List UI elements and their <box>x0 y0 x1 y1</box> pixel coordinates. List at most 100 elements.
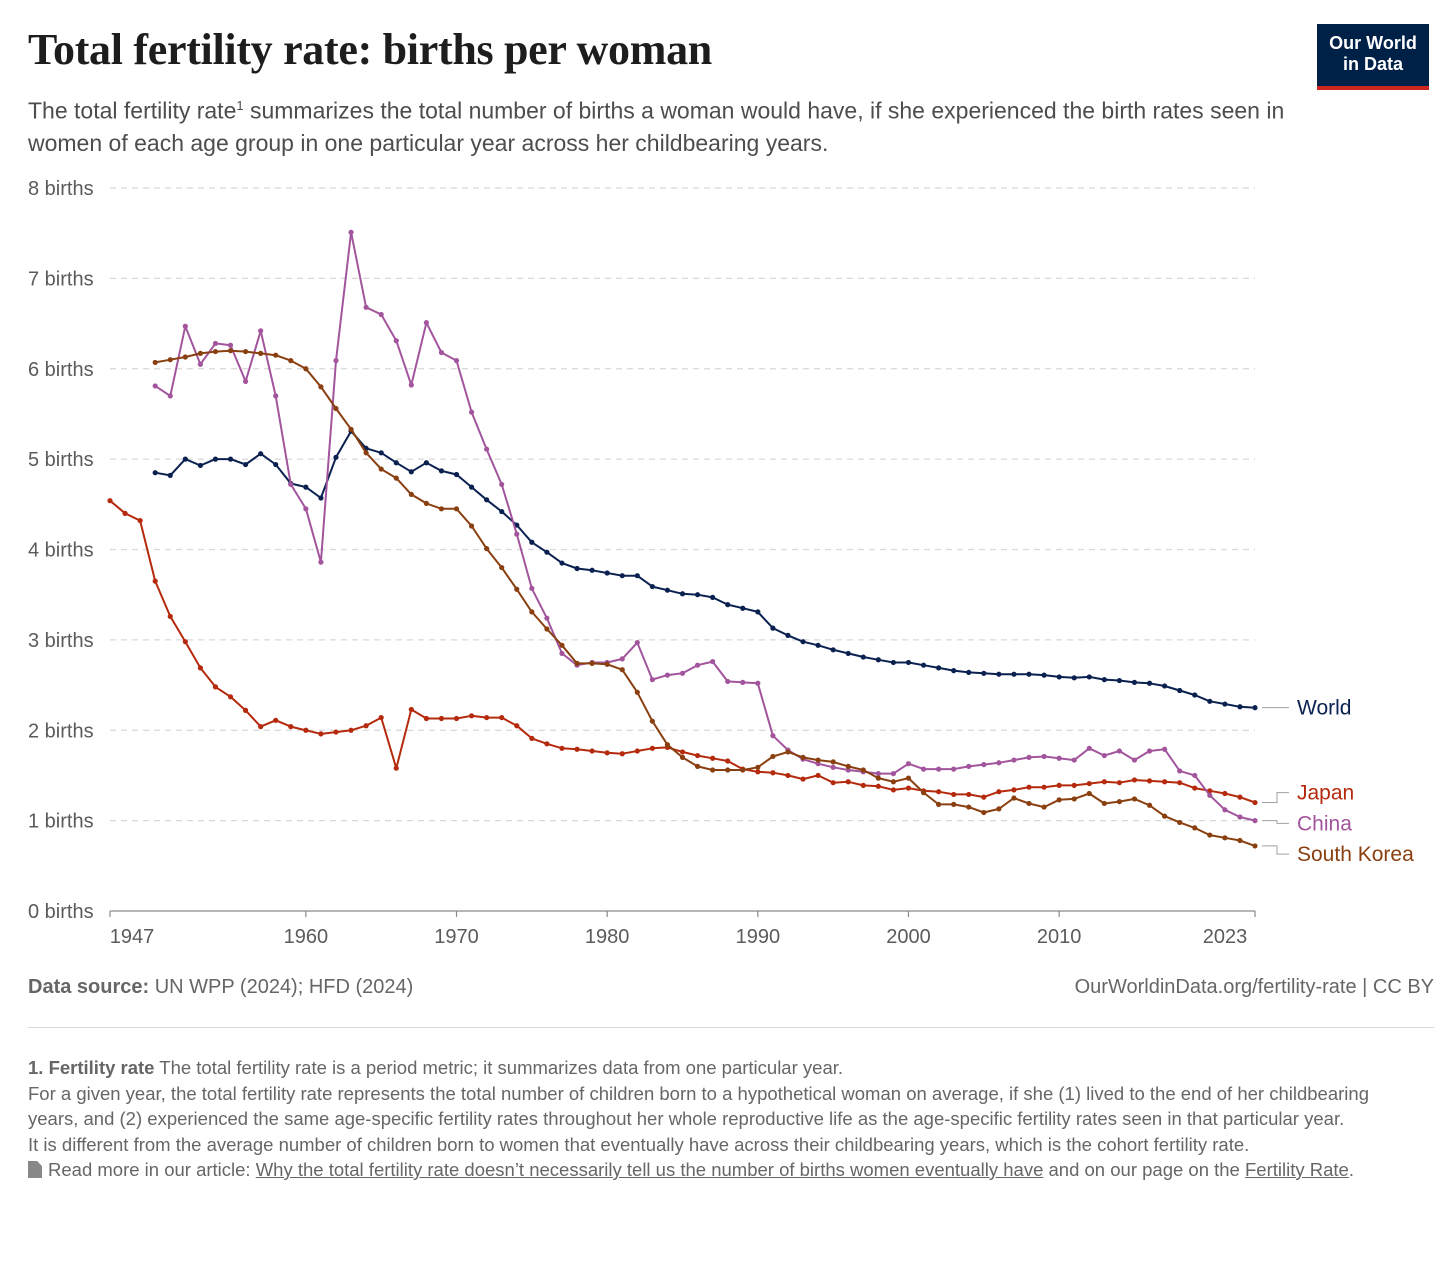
south-korea-point[interactable] <box>679 754 686 760</box>
line-chart[interactable]: 0 births 1 births 2 births 3 births 4 births… <box>0 168 1456 958</box>
japan-point[interactable] <box>1177 780 1183 786</box>
world-point[interactable] <box>981 670 987 676</box>
world-point[interactable] <box>423 460 429 466</box>
south-korea-point[interactable] <box>725 767 731 773</box>
japan-point[interactable] <box>363 723 369 729</box>
china-point[interactable] <box>875 771 881 777</box>
japan-point[interactable] <box>1041 784 1047 790</box>
china-point[interactable] <box>1041 753 1047 760</box>
china-point[interactable] <box>1131 757 1138 763</box>
world-point[interactable] <box>649 583 655 590</box>
south-korea-point[interactable] <box>152 359 158 366</box>
china-label[interactable]: China <box>1297 812 1352 835</box>
japan-point[interactable] <box>438 715 445 722</box>
china-point[interactable] <box>770 733 776 739</box>
world-point[interactable] <box>604 570 610 576</box>
japan-point[interactable] <box>634 748 640 754</box>
china-point[interactable] <box>303 506 309 512</box>
japan-point[interactable] <box>333 729 339 735</box>
south-korea-point[interactable] <box>1041 804 1047 810</box>
china-point[interactable] <box>333 358 339 364</box>
world-point[interactable] <box>242 461 249 468</box>
world-point[interactable] <box>770 625 776 631</box>
south-korea-point[interactable] <box>905 775 912 781</box>
world-point[interactable] <box>905 659 912 666</box>
china-point[interactable] <box>288 481 294 488</box>
japan-point[interactable] <box>499 714 505 721</box>
china-point[interactable] <box>755 680 761 686</box>
article-link[interactable]: Why the total fertility rate doesn’t nec… <box>255 1159 1044 1180</box>
south-korea-point[interactable] <box>544 626 550 632</box>
japan-point[interactable] <box>167 613 173 619</box>
world-point[interactable] <box>860 654 866 660</box>
south-korea-point[interactable] <box>755 764 761 770</box>
world-point[interactable] <box>1252 705 1258 711</box>
south-korea-point[interactable] <box>1162 813 1168 819</box>
world-point[interactable] <box>438 468 445 474</box>
south-korea-point[interactable] <box>785 749 791 755</box>
japan-point[interactable] <box>981 794 987 800</box>
china-point[interactable] <box>1071 757 1077 763</box>
china-point[interactable] <box>725 678 731 685</box>
south-korea-point[interactable] <box>559 642 565 648</box>
japan-point[interactable] <box>423 715 429 722</box>
world-point[interactable] <box>1162 683 1168 689</box>
world-point[interactable] <box>1207 698 1213 704</box>
world-point[interactable] <box>694 592 701 598</box>
china-point[interactable] <box>1207 792 1213 798</box>
south-korea-point[interactable] <box>212 348 219 355</box>
china-point[interactable] <box>408 382 414 388</box>
south-korea-point[interactable] <box>1011 795 1017 801</box>
world-point[interactable] <box>619 573 625 579</box>
world-point[interactable] <box>936 665 942 671</box>
south-korea-point[interactable] <box>951 801 957 807</box>
japan-point[interactable] <box>951 791 957 798</box>
world-point[interactable] <box>258 451 264 457</box>
japan-point[interactable] <box>1116 780 1123 786</box>
world-point[interactable] <box>785 632 791 638</box>
world-point[interactable] <box>1101 677 1107 683</box>
china-point[interactable] <box>845 767 851 773</box>
south-korea-point[interactable] <box>318 384 324 390</box>
world-point[interactable] <box>875 657 881 663</box>
japan-point[interactable] <box>258 724 264 730</box>
china-point[interactable] <box>197 361 203 367</box>
china-point[interactable] <box>468 409 475 415</box>
south-korea-point[interactable] <box>936 801 942 807</box>
japan-point[interactable] <box>830 780 836 786</box>
japan-point[interactable] <box>604 750 610 756</box>
japan-point[interactable] <box>755 769 761 775</box>
japan-point[interactable] <box>725 758 731 764</box>
south-korea-point[interactable] <box>710 767 716 773</box>
south-korea-point[interactable] <box>815 757 821 763</box>
japan-point[interactable] <box>1026 784 1032 790</box>
world-point[interactable] <box>1116 677 1123 684</box>
japan-point[interactable] <box>303 727 309 733</box>
world-point[interactable] <box>755 609 761 615</box>
china-point[interactable] <box>619 656 625 662</box>
world-point[interactable] <box>212 456 219 462</box>
world-label[interactable]: World <box>1297 697 1351 720</box>
china-point[interactable] <box>890 771 897 777</box>
japan-point[interactable] <box>544 741 550 747</box>
china-point[interactable] <box>996 760 1002 766</box>
japan-point[interactable] <box>1086 780 1092 787</box>
china-point[interactable] <box>815 761 821 767</box>
south-korea-label[interactable]: South Korea <box>1297 843 1414 866</box>
south-korea-point[interactable] <box>363 450 369 456</box>
japan-point[interactable] <box>875 783 881 789</box>
china-point[interactable] <box>1162 746 1168 752</box>
south-korea-point[interactable] <box>529 609 535 615</box>
south-korea-point[interactable] <box>197 350 203 356</box>
china-point[interactable] <box>664 672 671 678</box>
world-point[interactable] <box>996 671 1002 677</box>
japan-point[interactable] <box>890 787 897 793</box>
china-point[interactable] <box>1146 748 1153 754</box>
south-korea-point[interactable] <box>514 586 520 592</box>
china-point[interactable] <box>1177 768 1183 774</box>
south-korea-point[interactable] <box>453 506 460 512</box>
china-point[interactable] <box>559 650 565 657</box>
japan-point[interactable] <box>966 791 972 798</box>
world-point[interactable] <box>484 497 490 503</box>
south-korea-point[interactable] <box>920 790 927 796</box>
